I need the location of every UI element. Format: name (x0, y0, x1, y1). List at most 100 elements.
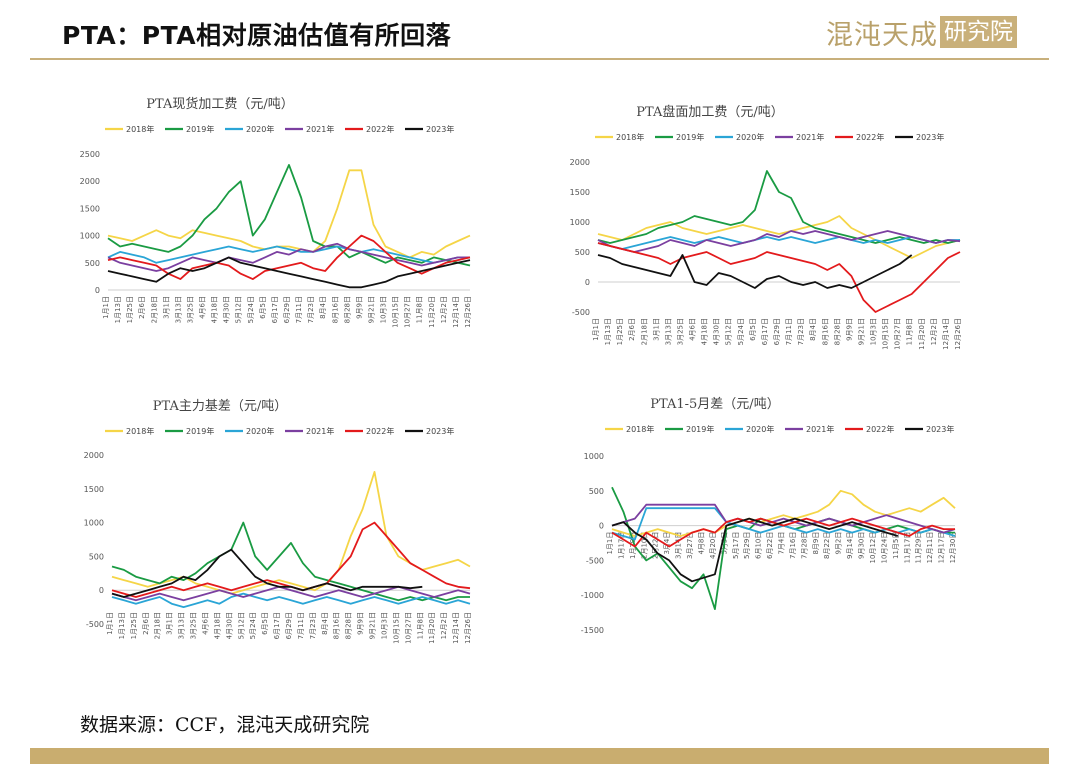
y-tick-label: 500 (89, 552, 104, 561)
series-line-2018年 (107, 169, 471, 259)
x-tick-label: 8月28日 (343, 296, 351, 323)
series-line-2020年 (597, 236, 960, 250)
x-tick-label: 3月4日 (663, 532, 671, 555)
series-line-2023年 (611, 517, 899, 583)
y-tick-label: 500 (589, 487, 604, 496)
x-tick-label: 6月29日 (773, 318, 781, 345)
x-tick-label: 1月17日 (617, 532, 625, 559)
x-tick-label: 7月23日 (797, 318, 805, 345)
x-tick-label: 6月17日 (761, 318, 769, 345)
x-tick-label: 7月11日 (297, 612, 305, 639)
footer-bar (30, 748, 1049, 764)
x-tick-label: 6月5日 (749, 318, 757, 341)
series-line-2022年 (597, 242, 961, 313)
x-tick-label: 3月1日 (162, 296, 170, 319)
x-tick-label: 1月25日 (126, 296, 134, 323)
x-tick-label: 6月17日 (273, 612, 281, 639)
series-line-2021年 (111, 585, 471, 602)
x-tick-label: 10月27日 (404, 612, 412, 644)
chart-title: PTA主力基差（元/吨） (153, 399, 287, 414)
series-line-2023年 (111, 548, 423, 598)
legend-label: 2022年 (856, 132, 884, 142)
x-tick-label: 2月6日 (138, 296, 146, 319)
legend-label: 2023年 (916, 132, 944, 142)
x-tick-label: 12月26日 (464, 296, 472, 328)
data-source: 数据来源：CCF，混沌天成研究院 (80, 714, 370, 736)
x-tick-label: 11月20日 (918, 318, 926, 350)
legend-label: 2018年 (126, 426, 154, 436)
x-tick-label: 4月30日 (225, 612, 233, 639)
x-tick-label: 1月1日 (606, 532, 614, 555)
x-tick-label: 1月1日 (102, 296, 110, 319)
x-tick-label: 4月20日 (709, 532, 717, 559)
x-tick-label: 11月20日 (428, 296, 436, 328)
legend-label: 2021年 (306, 426, 334, 436)
y-tick-label: -500 (586, 556, 604, 565)
x-tick-label: 12月14日 (942, 318, 950, 350)
series-line-2020年 (107, 245, 470, 264)
legend-label: 2018年 (616, 132, 644, 142)
x-tick-label: 9月21日 (369, 612, 377, 639)
x-tick-label: 9月2日 (835, 532, 843, 555)
x-tick-label: 6月22日 (766, 532, 774, 559)
x-tick-label: 5月12日 (235, 296, 243, 323)
x-tick-label: 2月10日 (640, 532, 648, 559)
x-tick-label: 9月21日 (367, 296, 375, 323)
x-tick-label: 6月10日 (755, 532, 763, 559)
x-tick-label: 8月9日 (812, 532, 820, 555)
legend-label: 2020年 (746, 424, 774, 434)
x-tick-label: 12月11日 (926, 532, 934, 564)
x-tick-label: 10月15日 (392, 296, 400, 328)
chart-title: PTA1-5月差（元/吨） (650, 397, 779, 412)
chart-main-basis: PTA主力基差（元/吨） 2018年 2019年 2020年 2021年 2022年 202… (84, 399, 472, 644)
legend-label: 2023年 (426, 426, 454, 436)
series-line-2019年 (107, 164, 471, 267)
legend-label: 2023年 (426, 124, 454, 134)
legend-label: 2022年 (866, 424, 894, 434)
x-tick-label: 8月28日 (833, 318, 841, 345)
x-tick-label: 4月6日 (199, 296, 207, 319)
x-tick-label: 7月4日 (778, 532, 786, 555)
x-tick-label: 5月12日 (725, 318, 733, 345)
x-tick-label: 11月20日 (428, 612, 436, 644)
x-tick-label: 5月24日 (249, 612, 257, 639)
x-tick-label: 11月5日 (892, 532, 900, 559)
x-tick-label: 3月14日 (675, 532, 683, 559)
x-tick-label: 8月16日 (333, 612, 341, 639)
x-tick-label: 4月6日 (689, 318, 697, 341)
x-tick-label: 6月17日 (271, 296, 279, 323)
legend-label: 2021年 (796, 132, 824, 142)
x-tick-label: 12月14日 (452, 612, 460, 644)
x-tick-label: 4月18日 (211, 296, 219, 323)
x-tick-label: 10月15日 (882, 318, 890, 350)
y-tick-label: 0 (99, 586, 104, 595)
x-tick-label: 2月18日 (154, 612, 162, 639)
x-tick-label: 6月29日 (285, 612, 293, 639)
x-tick-label: 12月26日 (464, 612, 472, 644)
series-line-2021年 (611, 503, 956, 534)
x-tick-label: 3月27日 (686, 532, 694, 559)
series-line-2023年 (597, 254, 913, 289)
x-tick-label: 12月2日 (440, 296, 448, 323)
x-tick-label: 4月6日 (201, 612, 209, 635)
x-tick-label: 5月29日 (743, 532, 751, 559)
x-tick-label: 1月1日 (592, 318, 600, 341)
legend-label: 2020年 (246, 124, 274, 134)
x-tick-label: 12月26日 (954, 318, 962, 350)
x-tick-label: 8月16日 (331, 296, 339, 323)
x-tick-label: 9月14日 (846, 532, 854, 559)
chart-futures-processing-fee: PTA盘面加工费（元/吨） 2018年 2019年 2020年 2021年 2022年 20… (570, 104, 962, 350)
chart-title: PTA现货加工费（元/吨） (146, 96, 293, 112)
x-tick-label: 12月17日 (938, 532, 946, 564)
y-tick-label: 1000 (584, 452, 604, 461)
chart-title: PTA盘面加工费（元/吨） (636, 104, 783, 120)
legend-label: 2020年 (736, 132, 764, 142)
x-tick-label: 8月4日 (319, 296, 327, 319)
x-tick-label: 8月16日 (821, 318, 829, 345)
x-tick-label: 2月6日 (142, 612, 150, 635)
legend-label: 2021年 (306, 124, 334, 134)
x-tick-label: 8月4日 (321, 612, 329, 635)
y-tick-label: 2000 (84, 451, 104, 460)
x-tick-label: 1月1日 (106, 612, 114, 635)
x-tick-label: 3月13日 (178, 612, 186, 639)
